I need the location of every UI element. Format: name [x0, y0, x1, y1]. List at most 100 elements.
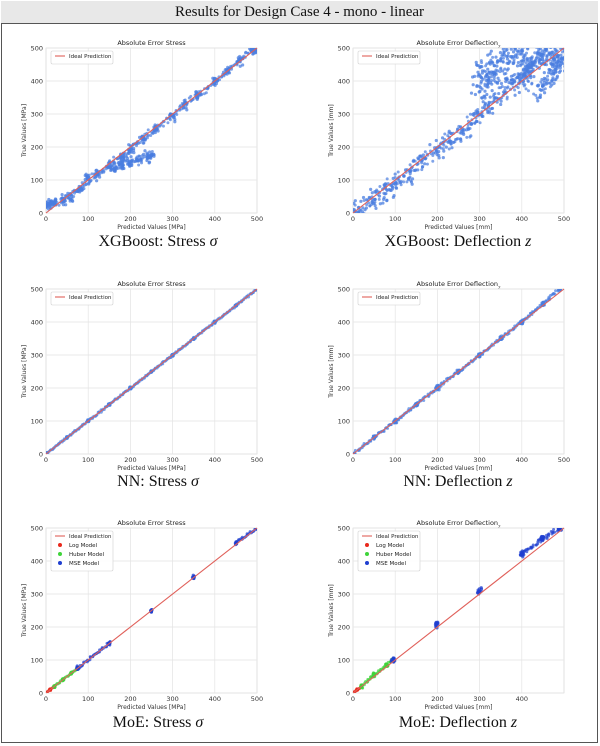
- x-tick-label: 300: [473, 215, 485, 223]
- data-point: [541, 52, 545, 56]
- data-point: [490, 60, 494, 64]
- y-tick-label: 300: [31, 110, 43, 118]
- data-point: [204, 91, 208, 95]
- data-point: [95, 179, 99, 183]
- data-point: [506, 51, 510, 55]
- data-point: [541, 49, 545, 53]
- x-tick-label: 100: [82, 215, 94, 223]
- data-point: [568, 50, 571, 53]
- data-point: [121, 163, 125, 167]
- caption-text: XGBoost: Deflection: [384, 233, 526, 250]
- legend-label: Huber Model: [69, 552, 104, 558]
- data-point: [526, 547, 530, 551]
- data-point: [474, 60, 478, 64]
- data-point: [496, 76, 500, 80]
- data-point: [183, 98, 187, 102]
- data-point: [434, 138, 438, 143]
- figure-title: Results for Design Case 4 - mono - linea…: [174, 4, 425, 20]
- y-axis-label: True Values [mm]: [328, 345, 335, 399]
- data-point: [525, 550, 529, 554]
- y-tick-label: 200: [31, 384, 43, 392]
- data-point: [378, 185, 382, 189]
- chart-svg: Absolute Error Stress 0 100 200 300 400 500 0 10…: [21, 519, 263, 711]
- data-point: [489, 49, 493, 53]
- x-tick-label: 400: [209, 456, 221, 464]
- legend: Ideal Prediction Log Model Huber Model MSE …: [357, 530, 421, 572]
- x-axis-label: Predicted Values [MPa]: [117, 224, 185, 231]
- data-point: [102, 169, 106, 173]
- data-point: [481, 100, 485, 104]
- legend-label: Huber Model: [376, 552, 411, 558]
- data-point: [539, 80, 543, 84]
- data-point: [485, 62, 489, 66]
- data-point: [499, 102, 503, 107]
- data-point: [420, 165, 424, 169]
- legend: Ideal Prediction: [50, 50, 114, 65]
- ideal-prediction-line: [45, 527, 258, 694]
- data-point: [483, 102, 487, 106]
- chart-title: Absolute Error Deflectionz: [417, 519, 502, 530]
- data-point: [374, 206, 378, 210]
- data-point: [449, 142, 453, 146]
- data-point: [500, 84, 504, 88]
- x-tick-label: 300: [473, 456, 485, 464]
- data-point: [521, 43, 524, 46]
- data-point: [408, 163, 412, 167]
- x-tick-label: 0: [351, 695, 355, 703]
- data-point: [526, 79, 530, 83]
- data-point: [509, 78, 513, 82]
- legend-label: Ideal Prediction: [69, 54, 112, 60]
- y-tick-label: 0: [39, 689, 43, 697]
- data-point: [250, 48, 254, 51]
- data-point: [84, 183, 88, 187]
- data-point: [385, 177, 389, 181]
- legend-label: Log Model: [376, 543, 405, 549]
- data-point: [112, 161, 116, 165]
- data-point: [548, 85, 552, 89]
- data-point: [517, 90, 521, 95]
- data-point: [552, 72, 556, 76]
- data-point: [480, 71, 484, 75]
- data-point: [511, 50, 516, 54]
- data-point: [70, 197, 74, 201]
- data-point: [492, 64, 496, 68]
- chart-title: Absolute Error Stress: [117, 39, 186, 47]
- data-point: [490, 89, 494, 93]
- data-point: [353, 203, 357, 207]
- data-point: [437, 156, 441, 160]
- y-tick-label: 300: [31, 351, 43, 359]
- x-tick-label: 0: [44, 456, 48, 464]
- y-tick-label: 200: [338, 384, 350, 392]
- data-point: [549, 71, 553, 75]
- data-point: [93, 175, 97, 179]
- data-point: [558, 69, 563, 73]
- y-tick-label: 500: [338, 285, 350, 293]
- data-point: [563, 64, 564, 67]
- data-point: [385, 189, 389, 193]
- data-point: [541, 538, 545, 542]
- y-tick-label: 0: [346, 209, 350, 217]
- data-point: [242, 54, 246, 58]
- data-point: [441, 147, 445, 151]
- x-tick-label: 400: [516, 456, 528, 464]
- data-point: [478, 121, 482, 125]
- data-point: [450, 146, 454, 150]
- data-point: [474, 120, 478, 124]
- data-point: [557, 54, 561, 58]
- data-point: [531, 63, 535, 67]
- data-point: [486, 110, 490, 114]
- data-point: [212, 83, 216, 87]
- data-point: [447, 147, 451, 151]
- data-point: [501, 60, 505, 64]
- chart-panel-3: Absolute Error Stress 0 100 200 300 400 500 0 10…: [0, 277, 300, 507]
- y-tick-label: 200: [31, 623, 43, 631]
- data-point: [444, 145, 448, 149]
- data-point: [140, 161, 144, 165]
- data-point: [104, 167, 108, 171]
- y-tick-label: 300: [338, 590, 350, 598]
- data-point: [562, 69, 564, 73]
- data-point: [114, 165, 118, 169]
- data-point: [552, 44, 555, 47]
- data-point: [505, 77, 509, 81]
- data-point: [566, 47, 569, 50]
